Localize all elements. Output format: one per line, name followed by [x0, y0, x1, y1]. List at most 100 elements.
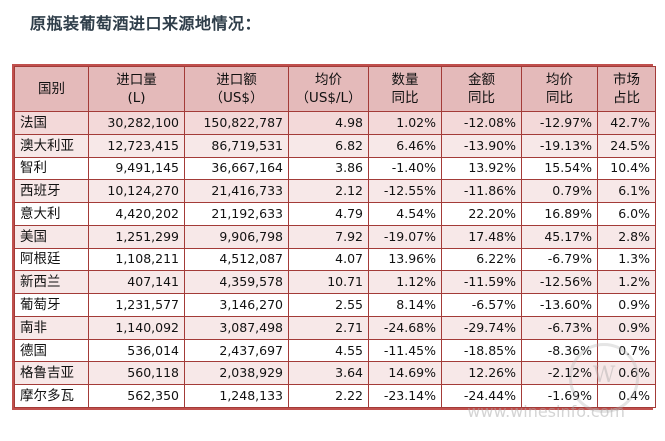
cell-price-yoy: -13.60% — [521, 293, 598, 317]
header-unit: （US$） — [209, 90, 264, 106]
table-row: 美国 1,251,299 9,906,798 7.92 -19.07% 17.4… — [14, 224, 656, 249]
cell-volume: 1,251,299 — [88, 224, 185, 249]
cell-volume-yoy: 14.69% — [368, 361, 442, 386]
cell-value: 3,087,498 — [184, 315, 289, 340]
page-title: 原瓶装葡萄酒进口来源地情况： — [30, 14, 262, 33]
cell-price-yoy: 16.89% — [521, 202, 598, 226]
cell-avg-price: 4.79 — [288, 202, 369, 226]
cell-volume: 4,420,202 — [88, 202, 185, 226]
cell-volume-yoy: -24.68% — [368, 315, 442, 340]
cell-volume: 12,723,415 — [88, 133, 185, 158]
table-row: 德国 536,014 2,437,697 4.55 -11.45% -18.85… — [14, 338, 656, 363]
cell-avg-price: 3.86 — [288, 156, 369, 181]
cell-value-yoy: 13.92% — [441, 156, 522, 181]
header-label: 均价 — [546, 72, 573, 88]
cell-value: 36,667,164 — [184, 156, 289, 181]
cell-value-yoy: 22.20% — [441, 202, 522, 226]
table-row: 南非 1,140,092 3,087,498 2.71 -24.68% -29.… — [14, 315, 656, 340]
table-body: 法国 30,282,100 150,822,787 4.98 1.02% -12… — [14, 111, 656, 408]
header-value: 进口额 （US$） — [184, 66, 289, 112]
cell-value: 3,146,270 — [184, 293, 289, 317]
cell-price-yoy: -6.73% — [521, 315, 598, 340]
cell-volume: 1,108,211 — [88, 247, 185, 272]
cell-value: 4,512,087 — [184, 247, 289, 272]
cell-market-share: 42.7% — [597, 111, 656, 135]
cell-avg-price: 10.71 — [288, 270, 369, 295]
cell-volume-yoy: 4.54% — [368, 202, 442, 226]
cell-market-share: 1.2% — [597, 270, 656, 295]
cell-volume-yoy: -12.55% — [368, 179, 442, 204]
cell-country: 摩尔多瓦 — [14, 384, 89, 408]
cell-value-yoy: 6.22% — [441, 247, 522, 272]
cell-market-share: 0.9% — [597, 315, 656, 340]
cell-volume: 562,350 — [88, 384, 185, 408]
header-unit: 同比 — [468, 90, 495, 106]
header-price-yoy: 均价 同比 — [521, 66, 598, 112]
cell-volume-yoy: 13.96% — [368, 247, 442, 272]
watermark-url: www.winesinfo.com — [467, 402, 625, 421]
cell-value: 1,248,133 — [184, 384, 289, 408]
cell-volume-yoy: 1.02% — [368, 111, 442, 135]
header-label: 进口量 — [116, 72, 157, 88]
cell-volume-yoy: 8.14% — [368, 293, 442, 317]
header-label: 国别 — [38, 81, 65, 97]
cell-country: 意大利 — [14, 202, 89, 226]
table-row: 智利 9,491,145 36,667,164 3.86 -1.40% 13.9… — [14, 156, 656, 181]
cell-country: 法国 — [14, 111, 89, 135]
cell-country: 阿根廷 — [14, 247, 89, 272]
cell-volume: 536,014 — [88, 338, 185, 363]
cell-avg-price: 4.55 — [288, 338, 369, 363]
table-row: 西班牙 10,124,270 21,416,733 2.12 -12.55% -… — [14, 179, 656, 204]
header-volume: 进口量 (L) — [88, 66, 185, 112]
cell-value-yoy: 17.48% — [441, 224, 522, 249]
import-table: 国别 进口量 (L) 进口额 （US$） 均价 （US$/L） 数量 同比 — [14, 66, 656, 408]
cell-value-yoy: -24.44% — [441, 384, 522, 408]
cell-avg-price: 4.98 — [288, 111, 369, 135]
cell-country: 西班牙 — [14, 179, 89, 204]
header-unit: 同比 — [546, 90, 573, 106]
cell-value: 2,437,697 — [184, 338, 289, 363]
cell-value: 2,038,929 — [184, 361, 289, 386]
cell-price-yoy: 0.79% — [521, 179, 598, 204]
cell-volume-yoy: -1.40% — [368, 156, 442, 181]
cell-volume-yoy: -11.45% — [368, 338, 442, 363]
table-header-row: 国别 进口量 (L) 进口额 （US$） 均价 （US$/L） 数量 同比 — [14, 66, 656, 112]
table-row: 新西兰 407,141 4,359,578 10.71 1.12% -11.59… — [14, 270, 656, 295]
cell-country: 德国 — [14, 338, 89, 363]
cell-avg-price: 2.71 — [288, 315, 369, 340]
cell-country: 澳大利亚 — [14, 133, 89, 158]
cell-price-yoy: -12.97% — [521, 111, 598, 135]
cell-value-yoy: -12.08% — [441, 111, 522, 135]
cell-volume-yoy: -19.07% — [368, 224, 442, 249]
cell-avg-price: 2.22 — [288, 384, 369, 408]
header-label: 均价 — [315, 72, 342, 88]
cell-avg-price: 3.64 — [288, 361, 369, 386]
cell-value: 9,906,798 — [184, 224, 289, 249]
cell-price-yoy: 45.17% — [521, 224, 598, 249]
cell-price-yoy: -19.13% — [521, 133, 598, 158]
header-unit: (L) — [127, 90, 146, 106]
cell-price-yoy: -6.79% — [521, 247, 598, 272]
header-avg-price: 均价 （US$/L） — [288, 66, 369, 112]
cell-volume: 9,491,145 — [88, 156, 185, 181]
header-label: 数量 — [391, 72, 419, 88]
cell-market-share: 10.4% — [597, 156, 656, 181]
table-row: 法国 30,282,100 150,822,787 4.98 1.02% -12… — [14, 111, 656, 135]
cell-value-yoy: -13.90% — [441, 133, 522, 158]
table-row: 阿根廷 1,108,211 4,512,087 4.07 13.96% 6.22… — [14, 247, 656, 272]
cell-value: 86,719,531 — [184, 133, 289, 158]
cell-country: 智利 — [14, 156, 89, 181]
header-unit: 同比 — [391, 90, 419, 106]
cell-value-yoy: 12.26% — [441, 361, 522, 386]
cell-value: 4,359,578 — [184, 270, 289, 295]
cell-value-yoy: -18.85% — [441, 338, 522, 363]
cell-volume: 1,231,577 — [88, 293, 185, 317]
cell-avg-price: 2.55 — [288, 293, 369, 317]
table-row: 意大利 4,420,202 21,192,633 4.79 4.54% 22.2… — [14, 202, 656, 226]
header-unit: 占比 — [613, 90, 640, 106]
cell-price-yoy: -12.56% — [521, 270, 598, 295]
cell-value-yoy: -6.57% — [441, 293, 522, 317]
cell-volume: 560,118 — [88, 361, 185, 386]
cell-price-yoy: 15.54% — [521, 156, 598, 181]
cell-country: 葡萄牙 — [14, 293, 89, 317]
